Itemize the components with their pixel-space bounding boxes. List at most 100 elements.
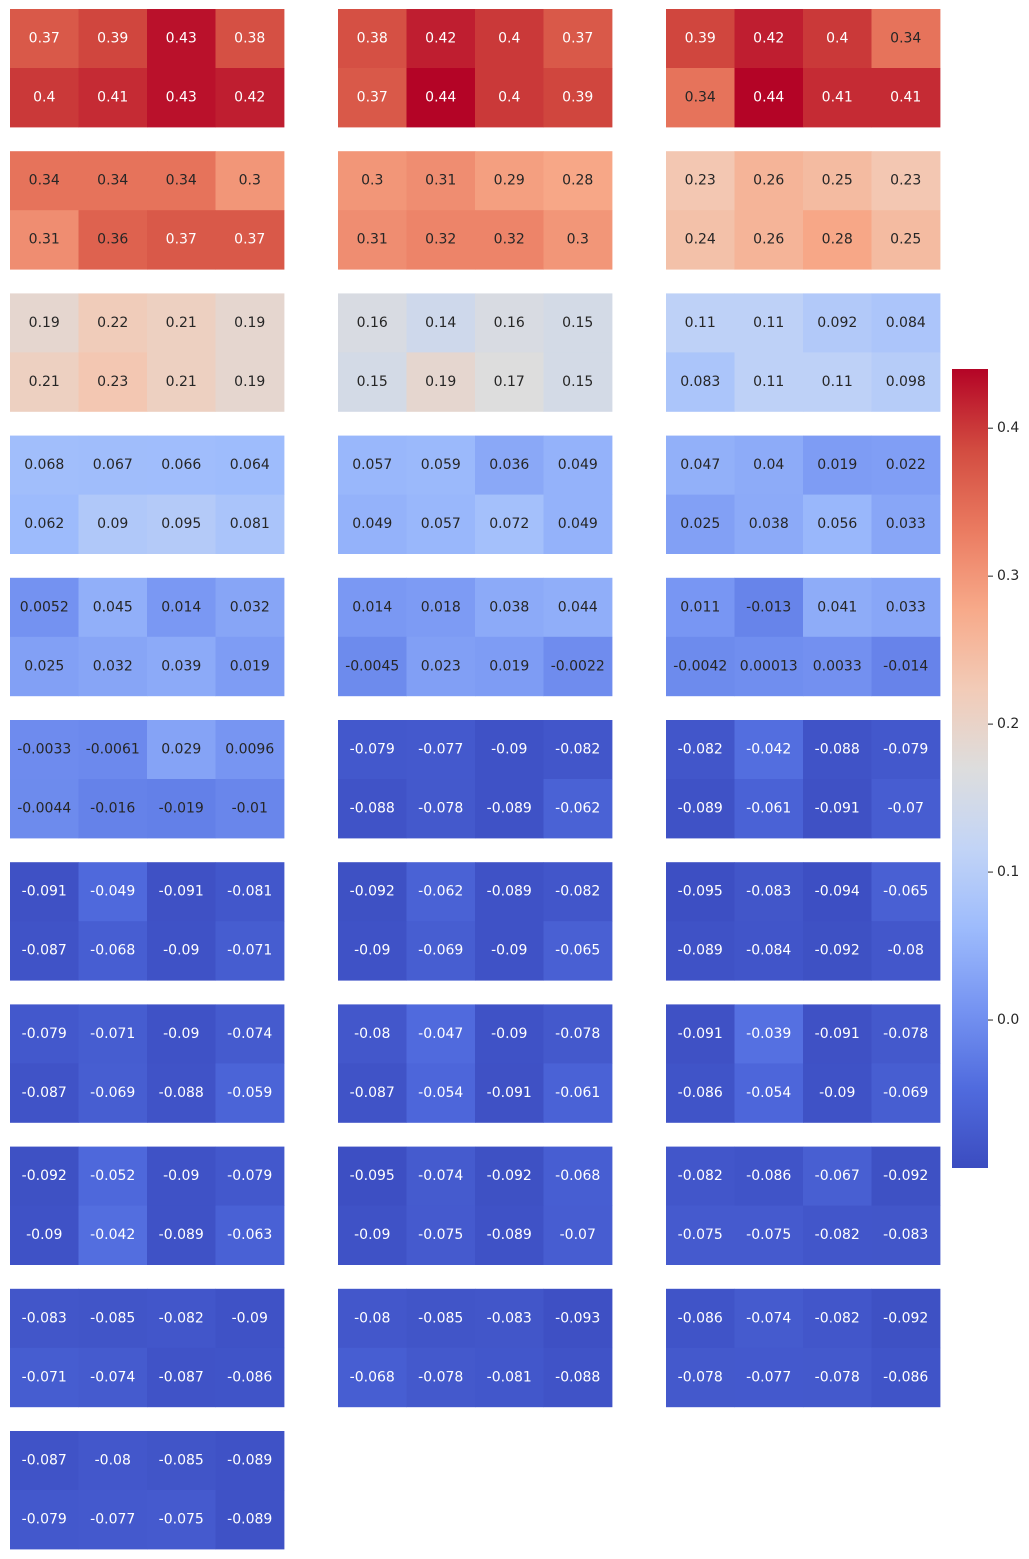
heatmap-cell-label: -0.069 xyxy=(883,1085,928,1101)
heatmap-cell xyxy=(475,636,544,697)
heatmap-cell xyxy=(10,1004,79,1064)
heatmap-cell xyxy=(475,68,544,128)
heatmap-cell xyxy=(338,921,407,981)
heatmap-cell-label: 0.064 xyxy=(230,457,270,473)
heatmap-cell-label: -0.089 xyxy=(159,1227,204,1243)
heatmap-cell-label: -0.074 xyxy=(90,1369,135,1385)
heatmap-cell xyxy=(871,68,941,128)
heatmap-cell-label: 0.22 xyxy=(97,315,128,331)
heatmap-cell-label: -0.074 xyxy=(746,1310,791,1326)
heatmap-cell xyxy=(338,293,407,353)
heatmap-cell-label: -0.091 xyxy=(815,801,860,817)
heatmap-cell-label: -0.065 xyxy=(555,943,600,959)
heatmap-cell xyxy=(475,352,544,412)
heatmap-cell xyxy=(871,862,941,922)
heatmap-cell-label: 0.098 xyxy=(886,374,926,390)
heatmap-cell-label: -0.086 xyxy=(227,1369,272,1385)
heatmap-cell-label: -0.09 xyxy=(354,1227,390,1243)
heatmap-cell xyxy=(543,494,613,554)
heatmap-cell xyxy=(734,494,804,554)
heatmap-cell xyxy=(215,720,285,780)
heatmap-cell xyxy=(475,1004,544,1064)
heatmap-cell xyxy=(338,577,407,638)
heatmap-cell xyxy=(871,1146,941,1206)
heatmap-panel: -0.0033 -0.0061 0.029 0.0096 -0.0044 -0.016 -0… xyxy=(10,720,285,839)
heatmap-cell xyxy=(338,435,407,495)
heatmap-cell-label: 0.019 xyxy=(817,457,857,473)
heatmap-cell-label: -0.089 xyxy=(487,884,532,900)
heatmap-cell-label: 0.022 xyxy=(886,457,926,473)
heatmap-cell xyxy=(871,1288,941,1349)
heatmap-cell-label: -0.013 xyxy=(746,599,791,615)
heatmap-cell xyxy=(871,921,941,981)
heatmap-cell xyxy=(871,293,941,353)
heatmap-cell-label: -0.08 xyxy=(888,943,924,959)
heatmap-cell-label: -0.089 xyxy=(487,1227,532,1243)
heatmap-cell-label: -0.08 xyxy=(354,1310,390,1326)
heatmap-cell xyxy=(10,1288,79,1349)
heatmap-cell xyxy=(338,494,407,554)
colorbar-tick-label: 0.0 xyxy=(997,1012,1019,1028)
heatmap-cell-label: 0.15 xyxy=(562,315,593,331)
heatmap-cell-label: 0.37 xyxy=(357,90,388,106)
heatmap-cell xyxy=(78,1004,148,1064)
heatmap-cell-label: -0.086 xyxy=(746,1168,791,1184)
heatmap-cell-label: 0.072 xyxy=(489,516,529,532)
heatmap-cell-label: -0.059 xyxy=(227,1085,272,1101)
colorbar-gradient xyxy=(952,369,988,1168)
heatmap-panel: -0.092 -0.052 -0.09 -0.079 -0.09 -0.042 -0.089… xyxy=(10,1146,285,1265)
heatmap-panel: 0.34 0.34 0.34 0.3 0.31 0.36 0.37 0.37 xyxy=(10,151,285,270)
heatmap-cell xyxy=(543,151,613,211)
heatmap-cell xyxy=(147,921,216,981)
heatmap-panel: -0.083 -0.085 -0.082 -0.09 -0.071 -0.074 -0.08… xyxy=(10,1288,285,1408)
heatmap-cell-label: -0.091 xyxy=(487,1085,532,1101)
heatmap-cell xyxy=(666,921,735,981)
heatmap-cell-label: -0.089 xyxy=(678,801,723,817)
heatmap-cell-label: 0.0052 xyxy=(20,599,69,615)
heatmap-cell-label: 0.34 xyxy=(29,173,60,189)
heatmap-cell-label: 0.3 xyxy=(361,173,383,189)
heatmap-cell xyxy=(734,1004,804,1064)
heatmap-panel: 0.16 0.14 0.16 0.15 0.15 0.19 0.17 0.15 xyxy=(338,293,613,412)
heatmap-cell xyxy=(78,1063,148,1123)
heatmap-cell xyxy=(734,9,804,69)
heatmap-cell-label: -0.069 xyxy=(90,1085,135,1101)
heatmap-cell-label: -0.095 xyxy=(350,1168,395,1184)
heatmap-cell-label: -0.079 xyxy=(350,742,395,758)
heatmap-cell xyxy=(803,9,872,69)
heatmap-cell-label: 0.32 xyxy=(494,232,525,248)
heatmap-cell xyxy=(338,1288,407,1349)
heatmap-cell-label: -0.074 xyxy=(418,1168,463,1184)
heatmap-panel: 0.37 0.39 0.43 0.38 0.4 0.41 0.43 0.42 xyxy=(10,9,285,128)
heatmap-cell xyxy=(406,151,476,211)
heatmap-cell-label: -0.085 xyxy=(159,1453,204,1469)
heatmap-cell xyxy=(543,1288,613,1349)
colorbar-ticks: 0.0 0.1 0.2 0.3 0.4 xyxy=(988,420,1019,1028)
heatmap-cell xyxy=(406,1288,476,1349)
heatmap-cell-label: 0.049 xyxy=(558,516,598,532)
heatmap-cell-label: -0.08 xyxy=(95,1453,131,1469)
heatmap-cell-label: 0.045 xyxy=(93,599,133,615)
heatmap-panel: 0.068 0.067 0.066 0.064 0.062 0.09 0.095 0.081 xyxy=(10,435,285,554)
heatmap-cell xyxy=(803,862,872,922)
heatmap-cell xyxy=(406,1347,476,1408)
heatmap-cell-label: 0.019 xyxy=(230,658,270,674)
heatmap-cell-label: 0.14 xyxy=(425,315,456,331)
heatmap-cell-label: 0.38 xyxy=(234,31,265,47)
heatmap-cell xyxy=(338,1205,407,1265)
heatmap-cell xyxy=(78,68,148,128)
heatmap-cell xyxy=(734,1347,804,1408)
heatmap-cell xyxy=(803,779,872,839)
heatmap-cell xyxy=(406,636,476,697)
heatmap-cell xyxy=(803,435,872,495)
heatmap-cell xyxy=(543,9,613,69)
heatmap-cell-label: -0.087 xyxy=(22,1453,67,1469)
heatmap-cell xyxy=(10,68,79,128)
heatmap-cell xyxy=(10,1431,79,1491)
heatmap-cell-label: -0.092 xyxy=(883,1168,928,1184)
heatmap-cell-label: 0.41 xyxy=(97,90,128,106)
heatmap-cell xyxy=(475,210,544,270)
heatmap-panel: -0.095 -0.074 -0.092 -0.068 -0.09 -0.075 -0.08… xyxy=(338,1146,613,1265)
heatmap-cell xyxy=(78,1288,148,1349)
heatmap-cell xyxy=(10,151,79,211)
